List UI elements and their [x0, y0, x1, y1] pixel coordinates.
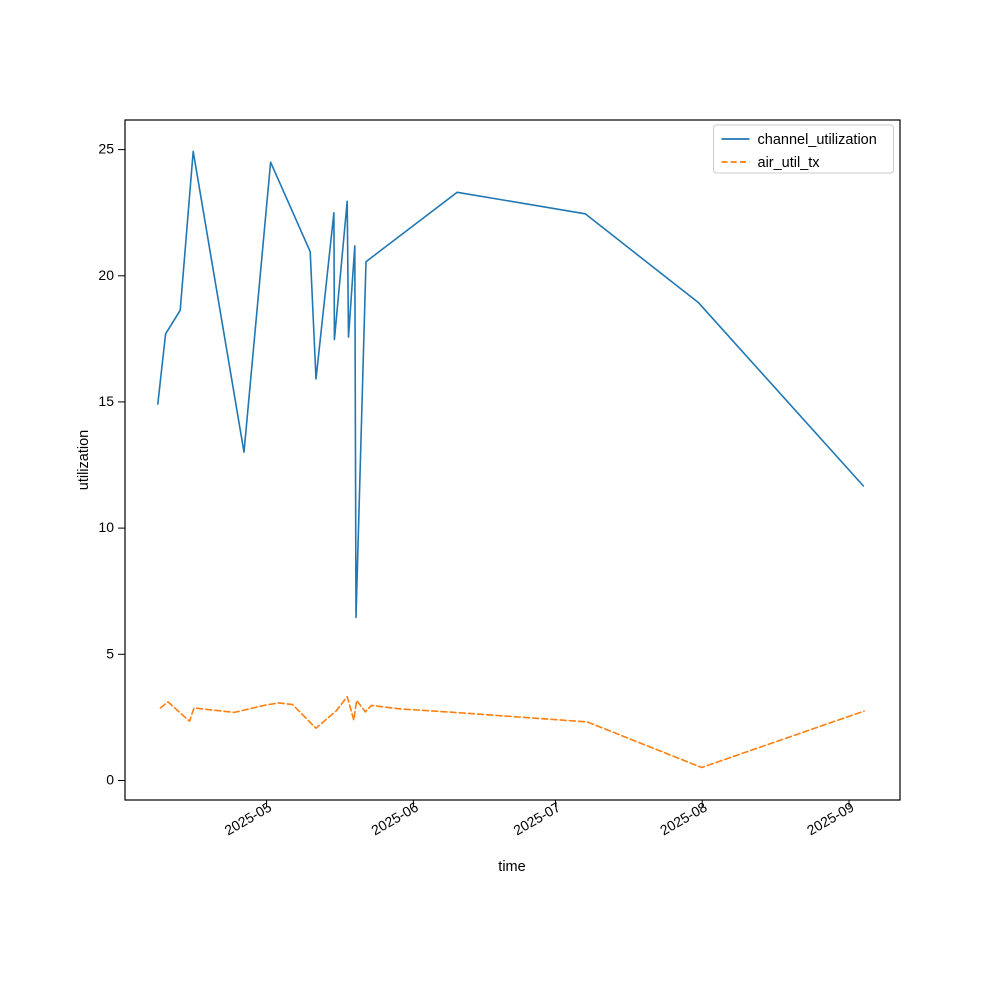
svg-text:25: 25 [98, 141, 114, 157]
svg-text:20: 20 [98, 267, 114, 283]
svg-text:air_util_tx: air_util_tx [758, 155, 821, 171]
svg-text:2025-06: 2025-06 [368, 799, 421, 839]
svg-text:channel_utilization: channel_utilization [758, 132, 877, 148]
svg-text:utilization: utilization [76, 430, 92, 490]
svg-text:15: 15 [98, 393, 114, 409]
svg-text:2025-08: 2025-08 [657, 799, 710, 839]
svg-text:2025-07: 2025-07 [510, 799, 563, 839]
svg-text:2025-05: 2025-05 [222, 799, 275, 839]
svg-text:0: 0 [106, 772, 114, 788]
svg-text:10: 10 [98, 519, 114, 535]
svg-text:time: time [498, 859, 525, 875]
svg-text:2025-09: 2025-09 [804, 799, 857, 839]
svg-text:5: 5 [106, 645, 114, 661]
